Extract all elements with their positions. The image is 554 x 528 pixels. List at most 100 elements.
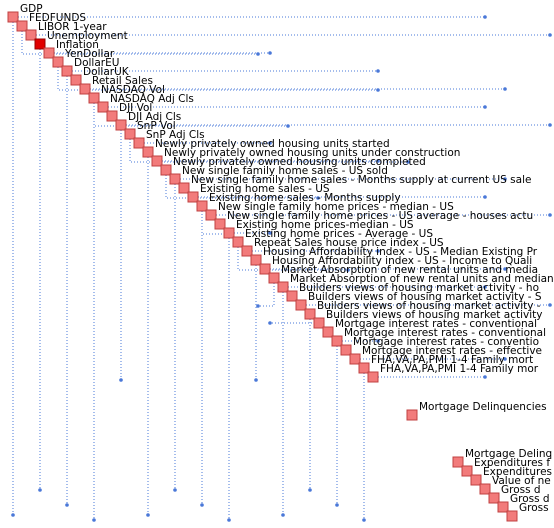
node-label: Gross d	[501, 484, 541, 496]
wire-dot	[119, 378, 123, 382]
wire-dot	[65, 503, 69, 507]
node-label: Newly privately owned housing units unde…	[164, 147, 460, 159]
node-box	[196, 200, 208, 212]
node-box	[286, 290, 298, 302]
node-label: NASDAQ Vol	[101, 84, 165, 96]
node-label: Value of ne	[492, 475, 551, 487]
node-box	[178, 182, 190, 194]
node-box	[470, 474, 482, 486]
node-label: Housing Affordability index - US - Incom…	[272, 255, 532, 267]
node-label: New single family home sales - US sold	[182, 165, 388, 177]
node-box	[70, 74, 82, 86]
wire-dot	[483, 105, 487, 109]
wire-dot	[11, 513, 15, 517]
node-box	[259, 263, 271, 275]
node-box	[277, 281, 289, 293]
node-box	[331, 335, 343, 347]
node-label: Housing Affordability index - US - Media…	[263, 246, 538, 258]
wire-dot	[335, 503, 339, 507]
node-label: New single family home prices - median -…	[218, 201, 454, 213]
wire-dot	[376, 339, 380, 343]
node-box	[479, 483, 491, 495]
node-label: DollarEU	[74, 57, 119, 69]
connections	[11, 15, 552, 522]
node-label: FEDFUNDS	[29, 12, 86, 24]
node-box	[106, 110, 118, 122]
node-box	[340, 344, 352, 356]
wire-dot	[254, 378, 258, 382]
wire-dot	[362, 518, 366, 522]
node-label: Builders views of housing market activit…	[299, 282, 539, 294]
node-label: Inflation	[56, 39, 99, 51]
node-box	[406, 409, 418, 421]
node-box	[34, 38, 46, 50]
wire	[258, 283, 275, 307]
node-box	[214, 218, 226, 230]
node-label: Expenditures f	[474, 457, 550, 469]
node-box	[250, 254, 262, 266]
wire-dot	[376, 69, 380, 73]
node-box	[25, 29, 37, 41]
node-box	[232, 236, 244, 248]
wire-dot	[268, 141, 272, 145]
node-label: Gross d	[510, 493, 550, 505]
node-box	[322, 326, 334, 338]
wire-dot	[503, 177, 507, 181]
node-box	[367, 371, 379, 383]
node-box	[7, 11, 19, 23]
node-box	[52, 56, 64, 68]
node-label: Existing home prices - Average - US	[245, 228, 433, 240]
node-box	[304, 308, 316, 320]
wire-dot	[483, 15, 487, 19]
node-box	[223, 227, 235, 239]
node-label: Mortgage interest rates - conventional	[344, 327, 546, 339]
node-label: Expenditures	[483, 466, 552, 478]
wire-dot	[483, 195, 487, 199]
node-label: Mortgage interest rates - effective	[362, 345, 542, 357]
wire-dot	[281, 513, 285, 517]
node-label: DJI Adj Cls	[128, 111, 181, 123]
node-box	[205, 209, 217, 221]
node-label: Mortgage interest rates - conventional	[335, 318, 537, 330]
wire-dot	[483, 285, 487, 289]
wire-dot	[548, 303, 552, 307]
wire-dot	[92, 518, 96, 522]
node-box	[151, 155, 163, 167]
node-box	[187, 191, 199, 203]
wire-dot	[406, 160, 410, 164]
node-box	[61, 65, 73, 77]
node-box	[169, 173, 181, 185]
node-label: LIBOR 1-year	[38, 21, 107, 33]
wire-dot	[548, 123, 552, 127]
wire-dot	[503, 357, 507, 361]
node-label: SnP Vol	[137, 120, 176, 132]
node-label: Builders views of housing market activit…	[317, 300, 541, 312]
node-box	[79, 83, 91, 95]
node-label: Builders views of housing market activit…	[326, 309, 542, 321]
node-box	[488, 492, 500, 504]
node-label: Market Absorption of new rental units an…	[281, 264, 538, 276]
node-label: Mortgage interest rates - conventio	[353, 336, 539, 348]
wire-dot	[38, 488, 42, 492]
node-label: Market Absorption of new rental units an…	[290, 273, 554, 285]
node-label: DollarUK	[83, 66, 130, 78]
wire-dot	[173, 488, 177, 492]
node-label: DJI Vol	[119, 102, 152, 114]
node-box	[313, 317, 325, 329]
wire-dot	[376, 249, 380, 253]
wire-dot	[146, 513, 150, 517]
node-label: Existing home sales - US	[200, 183, 330, 195]
node-label: Unemployment	[47, 30, 128, 42]
node-label: Existing home sales - Months supply	[209, 192, 401, 204]
node-box	[115, 119, 127, 131]
node-label: NASDAQ Adj Cls	[110, 93, 194, 105]
wire	[21, 31, 258, 55]
node-label: Repeat Sales house price index - US	[254, 237, 444, 249]
node-box	[88, 92, 100, 104]
wire-dot	[268, 231, 272, 235]
node-box	[241, 245, 253, 257]
node-box	[43, 47, 55, 59]
node-box	[16, 20, 28, 32]
node-label: Newly privately owned housing units star…	[155, 138, 390, 150]
